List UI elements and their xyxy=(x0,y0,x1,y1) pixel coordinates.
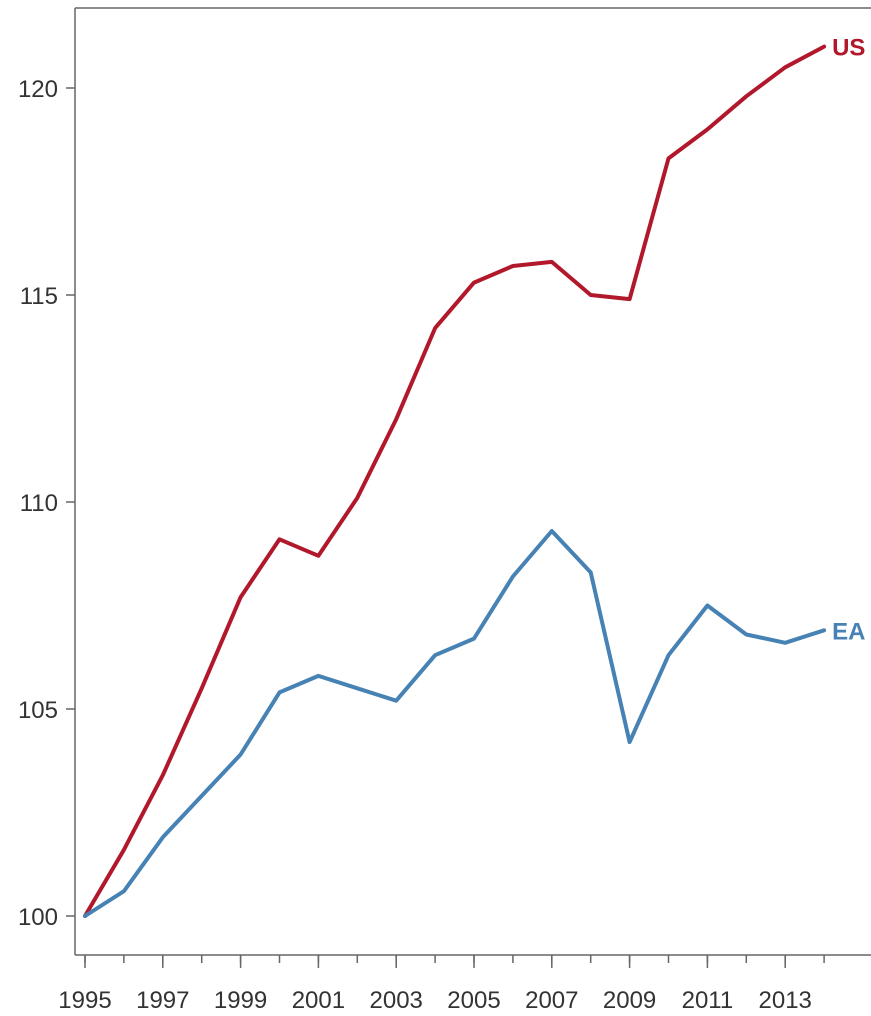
y-ticks: 100 105 110 115 120 xyxy=(18,76,75,931)
y-tick-label: 105 xyxy=(18,697,58,724)
x-tick-label: 2011 xyxy=(682,987,734,1014)
x-tick-label: 2013 xyxy=(759,987,812,1014)
x-tick-label: 2005 xyxy=(447,987,500,1014)
series-label-ea: EA xyxy=(832,618,865,645)
series-line-us xyxy=(83,44,827,918)
x-tick-label: 1995 xyxy=(58,987,111,1014)
series-line-ea xyxy=(83,529,827,918)
x-ticks: 1995 1997 1999 2001 2003 2005 2007 2009 2011 2013 xyxy=(58,955,825,1014)
y-tick-label: 115 xyxy=(20,283,58,310)
y-tick-label: 110 xyxy=(20,490,58,517)
x-tick-label: 2007 xyxy=(525,987,578,1014)
x-tick-label: 1997 xyxy=(136,987,189,1014)
x-tick-label: 2001 xyxy=(292,987,345,1014)
y-tick-label: 100 xyxy=(18,904,58,931)
y-tick-label: 120 xyxy=(18,76,58,103)
x-tick-label: 1999 xyxy=(214,987,267,1014)
x-tick-label: 2009 xyxy=(603,987,656,1014)
series-label-us: US xyxy=(832,35,865,62)
x-tick-label: 2003 xyxy=(370,987,423,1014)
series-labels: US EA xyxy=(832,35,865,646)
axes xyxy=(74,7,871,956)
series-lines xyxy=(83,44,827,918)
